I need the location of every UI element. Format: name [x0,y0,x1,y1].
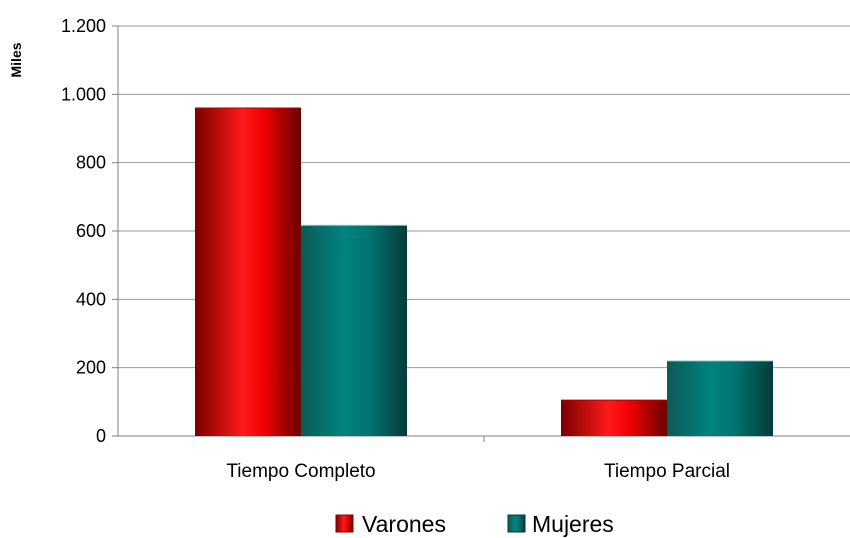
x-category-label: Tiempo Parcial [604,461,730,482]
x-category-label: Tiempo Completo [226,461,375,482]
bar-mujeres-1 [301,225,407,436]
y-tick-label: 400 [76,289,106,309]
y-tick-label: 200 [76,358,106,378]
legend-label-varones: Varones [362,511,446,537]
y-axis-title: Miles [8,42,24,77]
bar-mujeres-2 [667,360,773,436]
axis-labels: 0 200 400 600 800 1.000 1.200 Tiempo Completo Ti… [61,16,730,482]
bar-varones-1 [195,108,301,436]
legend-swatch-mujeres [507,514,526,533]
legend-label-mujeres: Mujeres [532,511,614,537]
y-tick-label: 1.000 [61,84,106,104]
y-tick-label: 600 [76,221,106,241]
legend-swatch-varones [335,514,354,533]
y-tick-label: 1.200 [61,16,106,36]
bar-varones-2 [561,400,667,436]
bars [195,107,773,436]
legend: Varones Mujeres [335,511,614,537]
y-tick-label: 0 [96,426,106,446]
y-tick-label: 800 [76,153,106,173]
